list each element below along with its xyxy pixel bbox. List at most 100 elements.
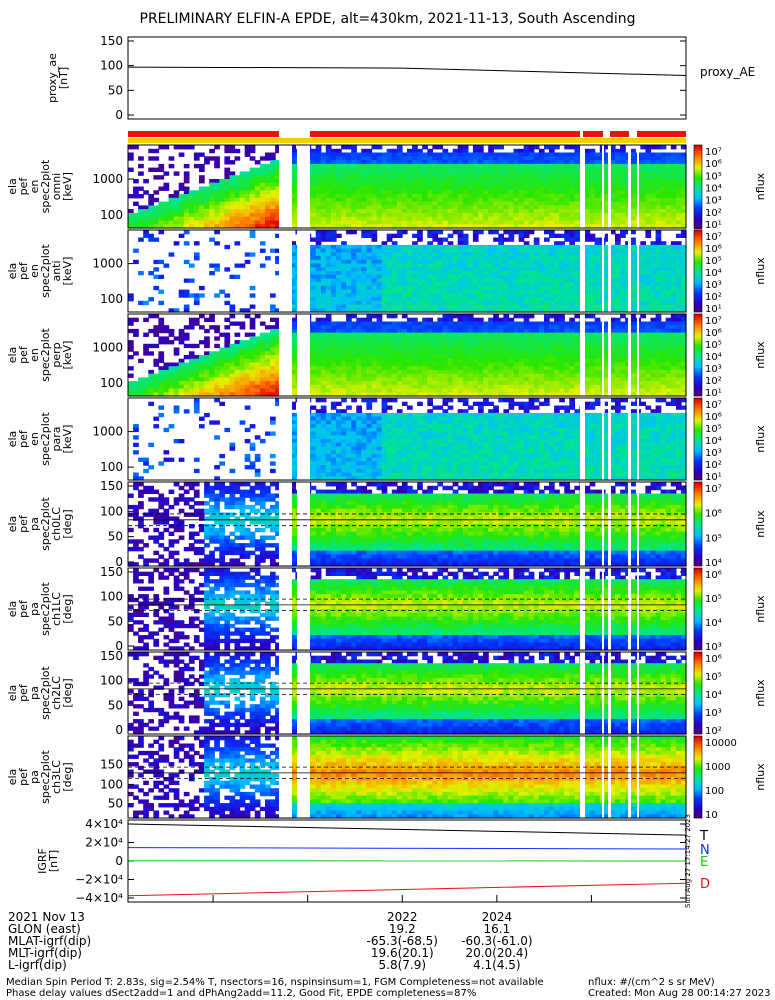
y-axis-label: [deg] bbox=[61, 509, 74, 538]
y-tick-label: 2×10⁴ bbox=[85, 836, 123, 850]
y-tick-label: 1000 bbox=[92, 172, 123, 186]
legend-label-e: E bbox=[700, 855, 708, 870]
panel-frame bbox=[127, 567, 687, 651]
data-gap bbox=[608, 568, 611, 650]
y-tick-label: 1000 bbox=[92, 341, 123, 355]
colorbar-tick-label: 10⁵ bbox=[705, 340, 722, 351]
colorbar-tick-label: 10² bbox=[705, 460, 722, 471]
y-axis-label: para bbox=[50, 427, 63, 452]
heatmap-cells bbox=[128, 145, 687, 229]
y-tick-label: 100 bbox=[100, 777, 123, 791]
y-axis-label: pef bbox=[17, 767, 30, 786]
colorbar bbox=[694, 482, 702, 567]
colorbar-frame bbox=[693, 397, 703, 481]
y-tick-label: 150 bbox=[100, 757, 123, 771]
coverage-bar bbox=[310, 131, 580, 137]
y-axis-label: ela bbox=[6, 431, 19, 448]
ephemeris-label: MLAT-igrf(dip) bbox=[8, 934, 91, 948]
data-gap bbox=[580, 230, 585, 312]
y-axis-label: en bbox=[28, 348, 41, 362]
colorbar-frame bbox=[693, 735, 703, 819]
y-axis-label: pef bbox=[17, 683, 30, 702]
y-axis-label: omni bbox=[50, 173, 63, 200]
data-gap bbox=[279, 145, 292, 228]
data-gap bbox=[608, 736, 611, 818]
data-gap bbox=[580, 652, 585, 734]
y-tick-label: 150 bbox=[100, 34, 123, 48]
y-axis-label: pa bbox=[28, 686, 41, 700]
data-gap bbox=[297, 145, 310, 228]
y-axis-label: ch3LC bbox=[50, 760, 63, 794]
series-line-proxy_ae bbox=[127, 66, 687, 76]
legend-label: proxy_AE bbox=[700, 65, 755, 79]
ephemeris-value: -65.3(-68.5) bbox=[367, 934, 438, 948]
colorbar-tick-label: 10² bbox=[705, 726, 722, 737]
data-gap bbox=[580, 314, 585, 396]
ephemeris-value: 2024 bbox=[482, 910, 513, 924]
y-axis-label: ela bbox=[6, 263, 19, 280]
ephemeris-value: 16.1 bbox=[483, 922, 510, 936]
colorbar-label: nflux bbox=[754, 763, 767, 791]
colorbar-tick-label: 10⁶ bbox=[705, 654, 722, 665]
y-axis-label: proxy_ae bbox=[46, 53, 59, 103]
data-gap bbox=[279, 314, 292, 396]
ephemeris-value: -60.3(-61.0) bbox=[461, 934, 532, 948]
data-gap bbox=[608, 398, 611, 480]
y-axis-label: spec2plot bbox=[39, 328, 52, 382]
colorbar-tick-label: 10⁴ bbox=[705, 268, 722, 279]
colorbar-tick-label: 10² bbox=[705, 376, 722, 387]
data-gap bbox=[637, 482, 639, 566]
coverage-bar-yellow bbox=[128, 138, 686, 143]
y-axis-label: ela bbox=[6, 178, 19, 195]
colorbar-tick-label: 10³ bbox=[705, 280, 722, 291]
y-tick-label: 50 bbox=[108, 83, 123, 97]
y-tick-label: 100 bbox=[100, 504, 123, 518]
ephemeris-label: L-igrf(dip) bbox=[8, 958, 67, 972]
colorbar-tick-label: 10³ bbox=[705, 364, 722, 375]
y-axis-label: ela bbox=[6, 601, 19, 618]
y-tick-label: −2×10⁴ bbox=[75, 873, 123, 887]
ephemeris-label: 2021 Nov 13 bbox=[8, 910, 85, 924]
data-gap bbox=[608, 482, 611, 566]
data-gap bbox=[602, 398, 604, 480]
y-tick-label: 50 bbox=[108, 530, 123, 544]
colorbar-tick-label: 10³ bbox=[705, 448, 722, 459]
data-gap bbox=[279, 736, 292, 818]
colorbar-tick-label: 10⁵ bbox=[705, 424, 722, 435]
colorbar bbox=[694, 145, 702, 230]
data-gap bbox=[580, 145, 585, 228]
colorbar bbox=[694, 230, 702, 313]
colorbar-label: nflux bbox=[754, 341, 767, 369]
colorbar-tick-label: 1000 bbox=[705, 762, 730, 773]
series-line-d bbox=[127, 882, 687, 897]
legend-label-d: D bbox=[700, 877, 710, 892]
data-gap bbox=[297, 398, 310, 480]
panel-frame bbox=[127, 651, 687, 735]
page-title: PRELIMINARY ELFIN-A EPDE, alt=430km, 202… bbox=[139, 11, 636, 27]
footer-line1: Median Spin Period T: 2.83s, sig=2.54% T… bbox=[6, 977, 544, 988]
colorbar-tick-label: 10⁴ bbox=[705, 690, 722, 701]
colorbar-tick-label: 10⁶ bbox=[705, 509, 722, 520]
data-gap bbox=[580, 736, 585, 818]
data-gap bbox=[602, 568, 604, 650]
data-gap bbox=[628, 482, 631, 566]
y-axis-label: ch0LC bbox=[50, 507, 63, 541]
coverage-bar bbox=[637, 131, 686, 137]
y-tick-label: 100 bbox=[100, 59, 123, 73]
y-axis-label: spec2plot bbox=[39, 412, 52, 466]
y-axis-label: en bbox=[28, 180, 41, 194]
data-gap bbox=[628, 230, 631, 312]
coverage-bar bbox=[128, 131, 279, 137]
y-axis-label: ela bbox=[6, 769, 19, 786]
panel-frame bbox=[127, 229, 687, 313]
ephemeris-value: 5.8(7.9) bbox=[379, 958, 427, 972]
y-axis-label: pa bbox=[28, 517, 41, 531]
heatmap-cells bbox=[128, 230, 687, 313]
y-axis-label: [keV] bbox=[61, 425, 74, 454]
data-gap bbox=[628, 398, 631, 480]
y-axis-label: ela bbox=[6, 685, 19, 702]
ephemeris-value: 20.0(20.4) bbox=[465, 946, 528, 960]
colorbar-label: nflux bbox=[754, 257, 767, 285]
y-axis-label: pef bbox=[17, 599, 30, 618]
